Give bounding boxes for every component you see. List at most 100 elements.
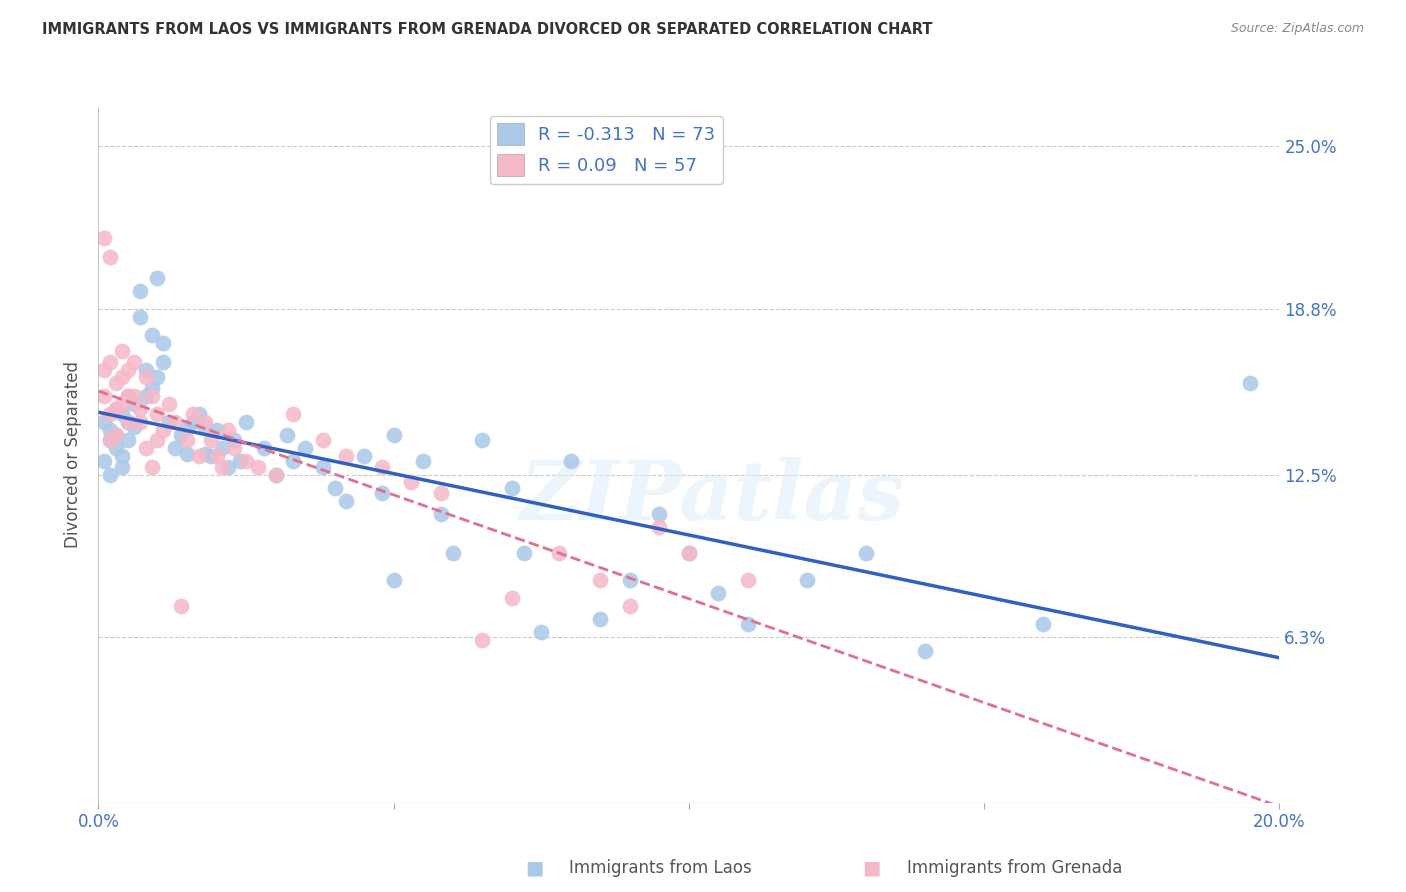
Point xyxy=(707,586,730,600)
Point xyxy=(176,434,198,448)
Point xyxy=(117,434,139,448)
Point xyxy=(224,434,246,448)
Point xyxy=(246,459,269,474)
Point xyxy=(382,573,405,587)
Point xyxy=(235,454,257,468)
Y-axis label: Divorced or Separated: Divorced or Separated xyxy=(65,361,83,549)
Point xyxy=(146,407,169,421)
Point xyxy=(128,284,150,298)
Point xyxy=(1032,617,1054,632)
Point xyxy=(105,442,128,456)
Point xyxy=(471,633,494,648)
Point xyxy=(200,449,222,463)
Point xyxy=(117,415,139,429)
Point xyxy=(170,428,193,442)
Point xyxy=(111,449,134,463)
Point xyxy=(312,434,335,448)
Point xyxy=(170,599,193,613)
Point xyxy=(117,389,139,403)
Text: IMMIGRANTS FROM LAOS VS IMMIGRANTS FROM GRENADA DIVORCED OR SEPARATED CORRELATIO: IMMIGRANTS FROM LAOS VS IMMIGRANTS FROM … xyxy=(42,22,932,37)
Point xyxy=(264,467,287,482)
Point xyxy=(648,520,671,534)
Point xyxy=(737,573,759,587)
Point xyxy=(135,389,157,403)
Point xyxy=(146,370,169,384)
Point xyxy=(1239,376,1261,390)
Point xyxy=(187,407,209,421)
Point xyxy=(98,434,121,448)
Point xyxy=(548,546,571,560)
Point xyxy=(501,481,523,495)
Point xyxy=(229,454,252,468)
Text: ■: ■ xyxy=(862,858,882,878)
Point xyxy=(501,591,523,605)
Point xyxy=(530,625,553,640)
Point xyxy=(98,407,121,421)
Point xyxy=(165,442,187,456)
Text: Immigrants from Laos: Immigrants from Laos xyxy=(569,859,752,877)
Point xyxy=(264,467,287,482)
Point xyxy=(205,423,228,437)
Point xyxy=(141,459,163,474)
Point xyxy=(105,401,128,416)
Point xyxy=(157,397,180,411)
Point xyxy=(648,507,671,521)
Point xyxy=(152,423,174,437)
Point xyxy=(111,407,134,421)
Point xyxy=(122,397,145,411)
Point xyxy=(105,401,128,416)
Point xyxy=(128,401,150,416)
Text: Source: ZipAtlas.com: Source: ZipAtlas.com xyxy=(1230,22,1364,36)
Point xyxy=(194,420,217,434)
Point xyxy=(283,407,305,421)
Point xyxy=(353,449,375,463)
Point xyxy=(105,401,128,416)
Point xyxy=(205,449,228,463)
Point xyxy=(111,397,134,411)
Point xyxy=(589,573,612,587)
Point xyxy=(135,442,157,456)
Point xyxy=(165,415,187,429)
Point xyxy=(117,415,139,429)
Point xyxy=(283,454,305,468)
Point xyxy=(93,415,115,429)
Point xyxy=(141,328,163,343)
Point xyxy=(122,389,145,403)
Point xyxy=(211,442,233,456)
Point xyxy=(430,507,453,521)
Point xyxy=(128,310,150,324)
Point xyxy=(855,546,877,560)
Point xyxy=(181,407,204,421)
Point xyxy=(371,459,394,474)
Point xyxy=(105,428,128,442)
Point xyxy=(412,454,434,468)
Point xyxy=(914,643,936,657)
Point xyxy=(217,423,239,437)
Point xyxy=(117,389,139,403)
Point xyxy=(98,250,121,264)
Text: Immigrants from Grenada: Immigrants from Grenada xyxy=(907,859,1122,877)
Point xyxy=(146,270,169,285)
Point xyxy=(93,389,115,403)
Point xyxy=(117,362,139,376)
Point xyxy=(619,573,641,587)
Point xyxy=(323,481,346,495)
Point xyxy=(312,459,335,474)
Point xyxy=(253,442,276,456)
Point xyxy=(98,467,121,482)
Point xyxy=(200,434,222,448)
Point xyxy=(382,428,405,442)
Point xyxy=(105,428,128,442)
Point xyxy=(401,475,423,490)
Point xyxy=(224,442,246,456)
Point xyxy=(235,415,257,429)
Point xyxy=(589,612,612,626)
Point xyxy=(335,449,357,463)
Point xyxy=(135,362,157,376)
Point xyxy=(560,454,582,468)
Point xyxy=(98,423,121,437)
Point xyxy=(93,362,115,376)
Point xyxy=(737,617,759,632)
Point xyxy=(152,336,174,351)
Point xyxy=(294,442,316,456)
